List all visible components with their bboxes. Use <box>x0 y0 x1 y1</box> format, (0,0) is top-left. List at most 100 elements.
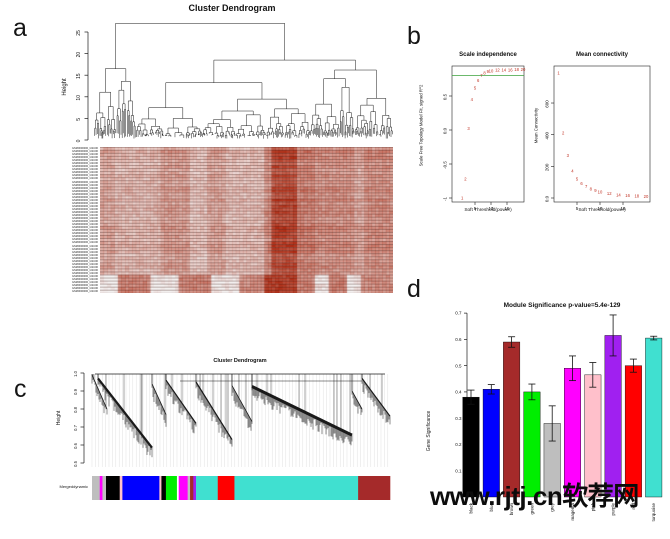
heatmap-row-label: GSM0000000_GSC00 <box>72 256 98 260</box>
heatmap-row-label: GSM0000000_GSC00 <box>72 262 98 266</box>
panel-a-title: Cluster Dendrogram <box>188 3 276 13</box>
y-tick-label: 0.6 <box>73 442 78 448</box>
heatmap-row-label: GSM0000000_GSC00 <box>72 278 98 282</box>
heatmap-row-label: GSM0000000_GSC00 <box>72 214 98 218</box>
module-band-segment <box>190 476 194 500</box>
heatmap-row-label: GSM0000000_GSC00 <box>72 183 98 187</box>
power-point-label: 1 <box>461 196 464 201</box>
heatmap-row-label: GSM0000000_GSC00 <box>72 198 98 202</box>
module-significance-bars: 0.1 0.2 0.3 0.4 0.5 0.6 0.7 black blue brown green… <box>455 311 663 522</box>
heatmap-row-labels: GSM0000000_GSC00 GSM0000000_GSC00 GSM00000… <box>54 147 98 293</box>
heatmap-row-label: GSM0000000_GSC00 <box>72 150 98 154</box>
module-band-label: Mergeddynamic <box>59 484 88 489</box>
x-tick-label: 15 <box>504 206 510 211</box>
power-point-label: 8 <box>590 186 593 191</box>
panel-c-title: Cluster Dendrogram <box>213 358 267 364</box>
heatmap-row-label: GSM0000000_GSC00 <box>72 192 98 196</box>
power-point-label: 3 <box>567 153 570 158</box>
power-point-label: 8 <box>483 70 486 75</box>
module-band-segment <box>119 476 123 500</box>
power-point-label: 20 <box>644 194 649 199</box>
heatmap-row-label: GSM0000000_GSC00 <box>72 168 98 172</box>
y-tick-label: -1 <box>443 197 448 201</box>
y-tick-label: -0.5 <box>443 161 448 169</box>
power-point-label: 7 <box>480 73 483 78</box>
module-band-segment <box>161 476 167 500</box>
y-tick-label: 0.5 <box>455 363 462 368</box>
mean-connectivity-title: Mean connectivity <box>575 52 628 58</box>
x-tick-label: 15 <box>620 206 626 211</box>
power-point-label: 1 <box>557 70 560 75</box>
module-band-segment <box>99 476 103 500</box>
heatmap-row-label: GSM0000000_GSC00 <box>72 284 98 288</box>
heatmap-row-label: GSM0000000_GSC00 <box>72 259 98 263</box>
module-band-segment <box>193 476 197 500</box>
bar-category-label: brown <box>509 503 514 516</box>
heatmap-row-label: GSM0000000_GSC00 <box>72 268 98 272</box>
heatmap-row-label: GSM0000000_GSC00 <box>72 186 98 190</box>
x-tick-label: 10 <box>597 206 603 211</box>
power-point-label: 5 <box>576 177 579 182</box>
y-tick-label: 0.9 <box>73 388 78 394</box>
heatmap-row-label: GSM0000000_GSC00 <box>72 244 98 248</box>
heatmap-row-label: GSM0000000_GSC00 <box>72 147 98 150</box>
y-tick-label: 0.7 <box>73 424 78 430</box>
heatmap-row-label: GSM0000000_GSC00 <box>72 159 98 163</box>
heatmap-row-label: GSM0000000_GSC00 <box>72 250 98 254</box>
watermark: www.rjtj.cn软荐网 <box>430 481 639 511</box>
power-point-label: 4 <box>471 97 474 102</box>
y-tick-label: 0.8 <box>73 406 78 412</box>
module-color-band <box>92 476 391 500</box>
y-tick-label: 200 <box>545 163 550 171</box>
heatmap-row-label: GSM0000000_GSC00 <box>72 290 98 293</box>
sample-dendrogram: 0 5 10 15 20 25 <box>76 23 393 142</box>
heatmap-row-label: GSM0000000_GSC00 <box>72 232 98 236</box>
x-tick-label: 10 <box>488 206 494 211</box>
heatmap-row-label: GSM0000000_GSC00 <box>72 226 98 230</box>
module-band-segment <box>122 476 160 500</box>
heatmap-row-label: GSM0000000_GSC00 <box>72 229 98 233</box>
panel-d-title: Module Significance p-value=5.4e-129 <box>503 302 621 309</box>
y-tick-label: 5 <box>76 118 82 121</box>
power-point-label: 2 <box>464 176 467 181</box>
heatmap-row-label: GSM0000000_GSC00 <box>72 271 98 275</box>
mean-connectivity-xlabel: Soft Threshold(power) <box>578 208 626 213</box>
panel-a-label: a <box>13 14 27 42</box>
y-tick-label: 0 <box>76 139 82 142</box>
heatmap-row-label: GSM0000000_GSC00 <box>72 247 98 251</box>
power-point-label: 3 <box>467 126 470 131</box>
bar-category-label: green <box>529 503 534 515</box>
bar-brown <box>503 341 521 498</box>
y-tick-label: 0.0 <box>443 127 448 134</box>
module-significance-chart: 0.1 0.2 0.3 0.4 0.5 0.6 0.7 black blue brown green… <box>455 311 663 522</box>
power-point-label: 4 <box>571 169 574 174</box>
y-tick-label: 0.0 <box>545 195 550 202</box>
heatmap-row-label: GSM0000000_GSC00 <box>72 174 98 178</box>
power-point-label: 10 <box>598 189 603 194</box>
y-tick-label: 15 <box>76 73 82 79</box>
heatmap-row-label: GSM0000000_GSC00 <box>72 201 98 205</box>
module-band-segment <box>176 476 180 500</box>
panel-c-label: c <box>14 375 27 403</box>
y-tick-label: 400 <box>545 131 550 139</box>
heatmap-row-label: GSM0000000_GSC00 <box>72 177 98 181</box>
panel-b-label: b <box>407 22 421 50</box>
y-tick-label: 0.1 <box>455 468 462 473</box>
bar-turquoise <box>645 337 663 498</box>
y-tick-label: 25 <box>76 30 82 36</box>
gene-dendrogram: 0.5 0.6 0.7 0.8 0.9 1.0 <box>73 370 391 467</box>
heatmap-row-label: GSM0000000_GSC00 <box>72 180 98 184</box>
power-point-label: 7 <box>585 184 588 189</box>
heatmap-row-label: GSM0000000_GSC00 <box>72 162 98 166</box>
bar-purple <box>604 335 622 498</box>
heatmap-row-label: GSM0000000_GSC00 <box>72 165 98 169</box>
heatmap-row-label: GSM0000000_GSC00 <box>72 253 98 257</box>
module-band-segment <box>102 476 107 500</box>
y-tick-label: 20 <box>76 52 82 58</box>
heatmap-row-label: GSM0000000_GSC00 <box>72 207 98 211</box>
y-tick-label: 0.5 <box>443 93 448 100</box>
heatmap-row-label: GSM0000000_GSC00 <box>72 171 98 175</box>
heatmap-row-label: GSM0000000_GSC00 <box>72 189 98 193</box>
module-band-segment <box>217 476 235 500</box>
